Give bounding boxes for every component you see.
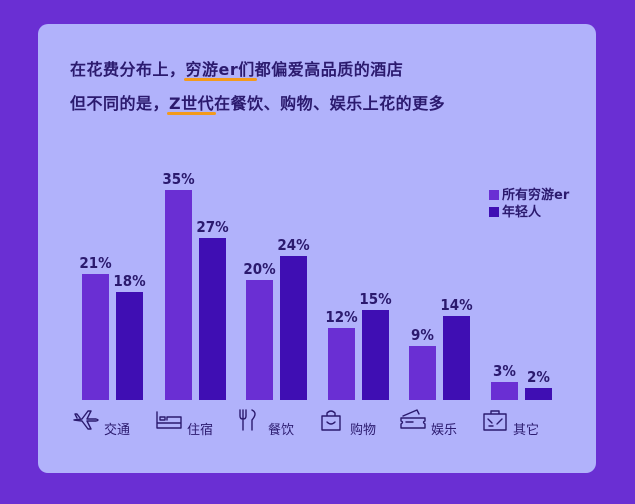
value-label-young-3: 15% [359,290,392,308]
bar-all-5 [491,382,518,400]
category-label-3: 购物 [350,422,376,438]
suitcase-icon [483,410,507,431]
headline-line-1-end: 都偏爱高品质的酒店 [254,60,404,79]
category-label-0: 交通 [104,422,130,438]
bar-young-5 [525,388,552,400]
bed-icon [156,411,182,429]
headline-line-2-end: 在餐饮、购物、娱乐上花的更多 [214,94,446,113]
value-label-young-0: 18% [113,272,146,290]
category-label-2: 餐饮 [268,422,294,438]
headline-line-1-start: 在花费分布上， [70,60,186,79]
value-label-all-5: 3% [493,362,516,380]
suitcase-icon-glyph [483,410,507,431]
value-label-all-0: 21% [79,254,112,272]
category-label-4: 娱乐 [431,423,457,438]
bar-young-3 [362,310,389,400]
value-label-young-2: 24% [277,236,310,254]
legend-label-all: 所有穷游er [502,188,570,203]
bar-young-4 [443,316,470,400]
value-label-young-1: 27% [196,218,229,236]
headline-highlight-1: 穷游er们 [185,60,255,79]
bar-all-1 [165,190,192,400]
headline-highlight-2: Z世代 [169,94,215,113]
bar-young-2 [280,256,307,400]
headline-line-2: 但不同的是，Z世代在餐饮、购物、娱乐上花的更多 [70,90,445,114]
ticket-icon-glyph [400,409,426,429]
legend-label-young: 年轻人 [502,205,542,220]
headline-line-1: 在花费分布上，穷游er们都偏爱高品质的酒店 [70,56,403,80]
category-label-1: 住宿 [187,422,213,438]
shopping-bag-icon-glyph [321,410,341,431]
bar-all-3 [328,328,355,400]
value-label-all-3: 12% [325,308,358,326]
value-label-all-1: 35% [162,170,195,188]
value-label-all-4: 9% [411,326,434,344]
bar-all-0 [82,274,109,400]
legend-swatch-young [489,207,499,217]
utensils-icon [239,409,256,431]
bar-all-2 [246,280,273,400]
airplane-icon-glyph [73,410,99,430]
bar-young-1 [199,238,226,400]
legend-swatch-all [489,190,499,200]
shopping-bag-icon [321,410,341,431]
bed-icon-glyph [156,411,182,429]
category-label-5: 其它 [513,422,539,438]
utensils-icon-glyph [239,409,256,431]
value-label-all-2: 20% [243,260,276,278]
value-label-young-5: 2% [527,368,550,386]
legend-item-young: 年轻人 [489,201,541,220]
ticket-icon [400,409,426,429]
legend-item-all: 所有穷游er [489,184,569,203]
bar-young-0 [116,292,143,400]
airplane-icon [73,410,99,430]
value-label-young-4: 14% [440,296,473,314]
bar-all-4 [409,346,436,400]
headline-line-2-start: 但不同的是， [70,94,170,113]
